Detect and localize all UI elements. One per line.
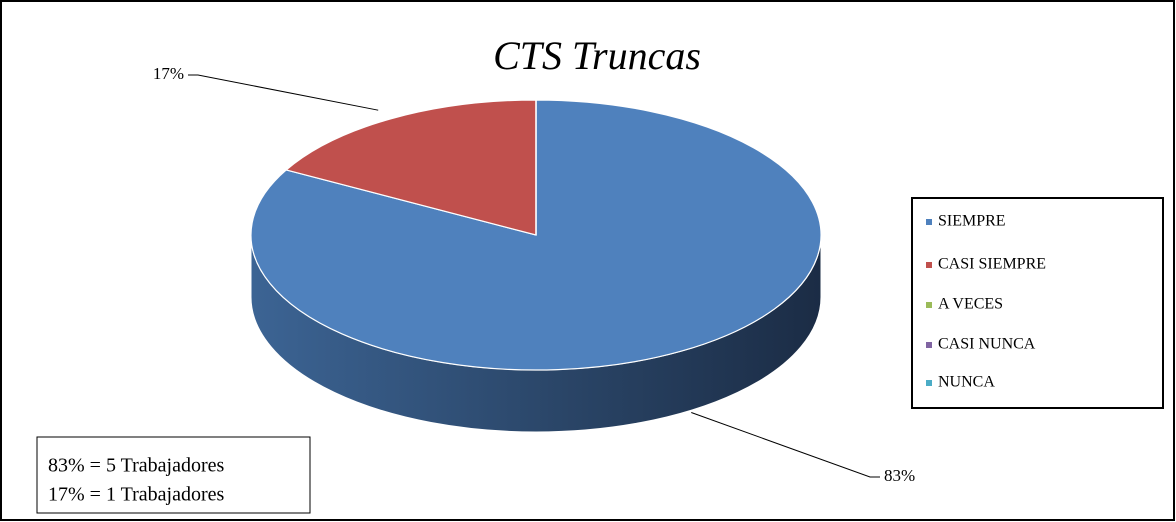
data-label: 17% [153,64,184,83]
data-label: 83% [884,466,915,485]
legend-label: SIEMPRE [938,213,1006,230]
legend-swatch [926,380,932,386]
legend-swatch [926,342,932,348]
legend-swatch [926,219,932,225]
legend-swatch [926,302,932,308]
annotation-text: 83% = 5 Trabajadores [48,455,224,477]
annotation-box [36,436,311,514]
leader-line [691,412,880,478]
leader-line [188,74,379,111]
legend-label: NUNCA [938,374,995,391]
legend-label: CASI SIEMPRE [938,256,1046,273]
legend-label: A VECES [938,296,1003,313]
pie-slice [284,99,537,236]
legend-box [911,197,1164,409]
legend-label: CASI NUNCA [938,336,1036,353]
chart-title: CTS Truncas [493,33,701,78]
annotation-text: 17% = 1 Trabajadores [48,484,224,506]
legend-swatch [926,262,932,268]
